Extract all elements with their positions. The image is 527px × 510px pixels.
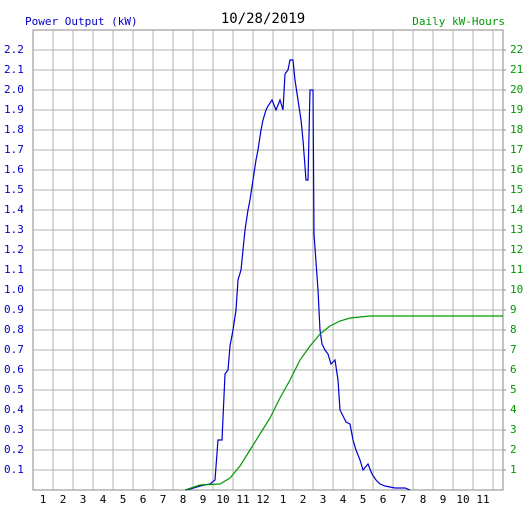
y-tick-label: 2.1 [4, 63, 24, 76]
x-tick-label: 2 [300, 493, 307, 506]
y2-tick-label: 1 [510, 463, 517, 476]
x-tick-label: 1 [40, 493, 47, 506]
x-tick-label: 7 [160, 493, 167, 506]
y-tick-label: 0.4 [4, 403, 24, 416]
series-line [184, 59, 411, 491]
x-tick-label: 10 [456, 493, 469, 506]
y2-tick-label: 2 [510, 443, 517, 456]
x-tick-label: 12 [256, 493, 269, 506]
y2-tick-label: 22 [510, 43, 523, 56]
x-tick-label: 8 [420, 493, 427, 506]
y-tick-label: 1.5 [4, 183, 24, 196]
y2-tick-label: 16 [510, 163, 523, 176]
y-tick-label: 0.3 [4, 423, 24, 436]
y2-tick-label: 17 [510, 143, 523, 156]
y2-tick-label: 14 [510, 203, 524, 216]
x-tick-label: 11 [236, 493, 249, 506]
x-tick-label: 3 [320, 493, 327, 506]
y2-tick-label: 19 [510, 103, 523, 116]
y2-tick-label: 9 [510, 303, 517, 316]
x-tick-label: 10 [216, 493, 229, 506]
y-tick-label: 1.4 [4, 203, 24, 216]
y-tick-label: 1.7 [4, 143, 24, 156]
y-tick-label: 1.8 [4, 123, 24, 136]
x-tick-label: 6 [140, 493, 147, 506]
x-tick-label: 11 [476, 493, 489, 506]
x-tick-label: 5 [360, 493, 367, 506]
y2-tick-label: 8 [510, 323, 517, 336]
y2-axis-label: Daily kW-Hours [412, 15, 505, 28]
y-tick-label: 1.3 [4, 223, 24, 236]
y-tick-label: 0.7 [4, 343, 24, 356]
y2-tick-label: 4 [510, 403, 517, 416]
y2-tick-label: 5 [510, 383, 517, 396]
chart-title: 10/28/2019 [221, 11, 305, 27]
y2-tick-label: 15 [510, 183, 523, 196]
x-tick-label: 3 [80, 493, 87, 506]
x-tick-label: 5 [120, 493, 127, 506]
series-line [184, 315, 503, 491]
y2-tick-label: 21 [510, 63, 523, 76]
y2-tick-label: 18 [510, 123, 523, 136]
y-tick-label: 1.1 [4, 263, 24, 276]
y-tick-label: 0.5 [4, 383, 24, 396]
y2-tick-label: 12 [510, 243, 523, 256]
x-tick-label: 1 [280, 493, 287, 506]
y-tick-label: 2.2 [4, 43, 24, 56]
x-tick-label: 7 [400, 493, 407, 506]
y-tick-label: 0.8 [4, 323, 24, 336]
y-axis-label: Power Output (kW) [25, 15, 138, 28]
y2-tick-label: 3 [510, 423, 517, 436]
y2-tick-label: 11 [510, 263, 523, 276]
x-tick-label: 9 [440, 493, 447, 506]
y-tick-label: 1.2 [4, 243, 24, 256]
y2-tick-label: 13 [510, 223, 523, 236]
y2-tick-label: 7 [510, 343, 517, 356]
x-tick-label: 6 [380, 493, 387, 506]
y-tick-label: 1.6 [4, 163, 24, 176]
y2-tick-label: 6 [510, 363, 517, 376]
y-tick-label: 0.2 [4, 443, 24, 456]
y-tick-label: 0.6 [4, 363, 24, 376]
x-tick-label: 2 [60, 493, 67, 506]
x-tick-label: 4 [340, 493, 347, 506]
x-tick-label: 8 [180, 493, 187, 506]
x-tick-label: 4 [100, 493, 107, 506]
y-tick-label: 0.1 [4, 463, 24, 476]
y-tick-label: 1.9 [4, 103, 24, 116]
y2-tick-label: 10 [510, 283, 523, 296]
y2-tick-label: 20 [510, 83, 523, 96]
x-tick-label: 9 [200, 493, 207, 506]
y-tick-label: 2.0 [4, 83, 24, 96]
y-tick-label: 0.9 [4, 303, 24, 316]
y-tick-label: 1.0 [4, 283, 24, 296]
